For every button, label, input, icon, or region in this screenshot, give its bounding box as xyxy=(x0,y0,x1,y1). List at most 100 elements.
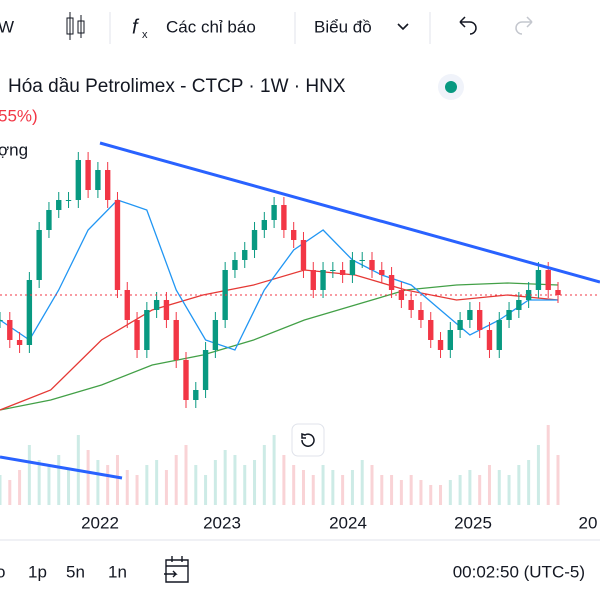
candle-body xyxy=(379,270,385,275)
candle-body xyxy=(85,160,91,190)
candle-body xyxy=(330,270,336,271)
candle-body xyxy=(281,205,287,230)
volume-bar xyxy=(556,455,560,505)
volume-bar xyxy=(311,475,315,505)
candle-body xyxy=(457,320,463,330)
candle-body xyxy=(36,230,42,280)
volume-bar xyxy=(272,435,276,505)
volume-bar xyxy=(8,480,12,505)
volume-bar xyxy=(497,470,501,505)
redo-button[interactable] xyxy=(515,16,533,35)
clock: 00:02:50 (UTC-5) xyxy=(453,562,585,581)
volume-bar xyxy=(468,470,472,505)
volume-bar xyxy=(37,460,41,505)
candle-body xyxy=(124,290,130,320)
chart-type-button[interactable]: Biểu đồ xyxy=(314,17,372,36)
candle-body xyxy=(95,170,101,190)
candle-icon[interactable] xyxy=(66,12,85,40)
candle-body xyxy=(388,275,395,290)
candle-body xyxy=(359,260,365,261)
volume-bar xyxy=(0,475,2,505)
volume-bar xyxy=(331,470,335,505)
candle-body xyxy=(467,310,473,320)
legend: Hóa dầu Petrolimex - CTCP · 1W · HNX 55%… xyxy=(0,74,464,159)
volume-bar xyxy=(517,465,521,505)
candle-body xyxy=(65,200,72,201)
volume-bar xyxy=(115,455,119,505)
moving-average xyxy=(0,282,559,411)
moving-average xyxy=(0,269,559,411)
undo-button[interactable] xyxy=(459,16,477,35)
volume-label: ợng xyxy=(0,140,28,159)
volume-bar xyxy=(292,465,296,505)
volume-bar xyxy=(106,465,110,505)
candle-body xyxy=(232,260,238,270)
candle-body xyxy=(163,300,170,320)
candle-body xyxy=(535,270,542,290)
volume-bar xyxy=(370,465,374,505)
indicators-button[interactable]: Các chỉ báo xyxy=(166,17,256,36)
candle-body xyxy=(506,310,512,320)
volume-bar xyxy=(507,475,511,505)
range-button[interactable]: 1p xyxy=(28,562,47,581)
candle-body xyxy=(271,205,277,220)
symbol-title: Hóa dầu Petrolimex - CTCP · 1W · HNX xyxy=(8,76,346,97)
candle-body xyxy=(183,360,189,400)
change-text: 55%) xyxy=(0,106,38,125)
volume-bar xyxy=(409,475,413,505)
reset-icon xyxy=(301,432,315,447)
candle-body xyxy=(16,340,23,345)
candle-body xyxy=(251,230,258,250)
candle-body xyxy=(242,250,248,260)
status-dot xyxy=(445,81,457,93)
date-range-button[interactable] xyxy=(164,556,189,583)
volume-bar xyxy=(253,460,257,505)
volume-bar xyxy=(155,460,159,505)
volume-bar xyxy=(96,460,100,505)
volume-bar xyxy=(174,455,178,505)
chevron xyxy=(397,23,409,31)
x-axis-label: 2025 xyxy=(454,513,492,532)
fx-icon: f xyxy=(132,16,140,38)
volume-bar xyxy=(536,445,540,505)
reset-button[interactable] xyxy=(291,423,325,457)
candle-body xyxy=(525,290,532,300)
volume-bar xyxy=(439,485,443,505)
candle-body xyxy=(496,320,502,350)
candle-body xyxy=(320,270,326,290)
range-button[interactable]: 1n xyxy=(108,562,127,581)
volume-bar xyxy=(27,445,31,505)
volume-bar xyxy=(194,465,198,505)
candle-body xyxy=(428,320,434,340)
x-axis-label: 2023 xyxy=(203,513,241,532)
volume-bar xyxy=(478,475,482,505)
range-button[interactable]: o xyxy=(0,562,5,581)
volume-bar xyxy=(204,475,208,505)
volume-bar xyxy=(429,485,433,505)
candle-body xyxy=(134,320,140,350)
volume-bar xyxy=(262,445,266,505)
candle-body xyxy=(516,300,522,310)
candle-body xyxy=(418,310,424,320)
candle-body xyxy=(202,350,209,390)
interval-button[interactable]: W xyxy=(0,17,14,36)
volume-bar xyxy=(301,470,305,505)
volume-bar xyxy=(135,475,139,505)
candle-body xyxy=(476,310,483,330)
candle-body xyxy=(104,170,111,200)
candle-body xyxy=(212,320,219,350)
x-axis-label: 2024 xyxy=(329,513,367,532)
volume-bar xyxy=(57,455,61,505)
volume-bar xyxy=(18,470,22,505)
plot-area xyxy=(0,152,600,505)
volume-bar xyxy=(350,470,354,505)
candle-body xyxy=(555,290,561,295)
candle-body xyxy=(26,280,33,345)
x-axis-label: 20 xyxy=(579,513,598,532)
candle-body xyxy=(349,260,356,275)
volume-bar xyxy=(487,465,491,505)
volume-bar xyxy=(213,460,217,505)
candle-body xyxy=(144,310,150,350)
range-button[interactable]: 5n xyxy=(66,562,85,581)
